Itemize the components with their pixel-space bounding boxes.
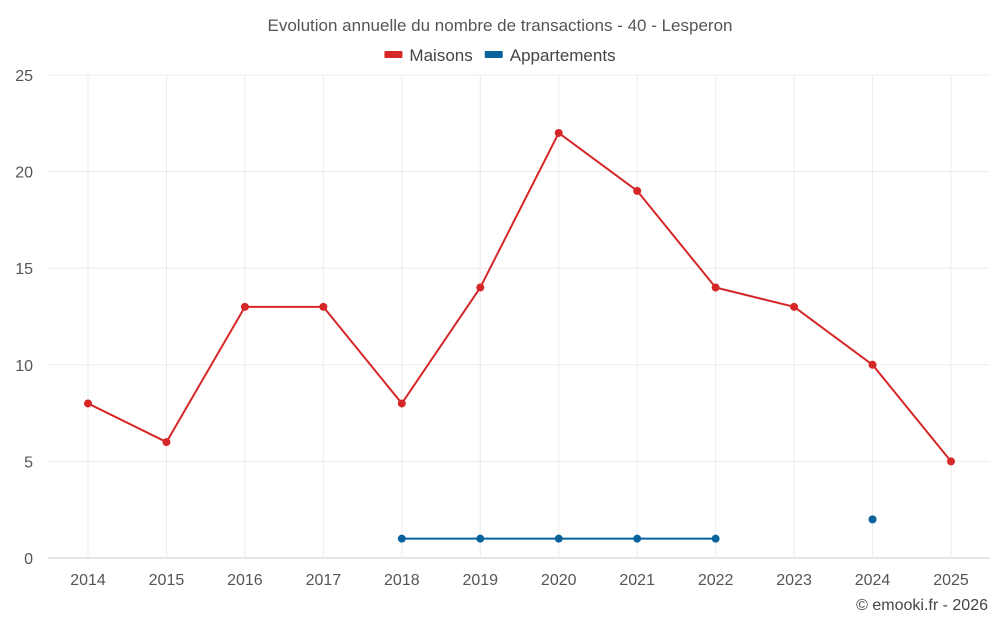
data-point-maisons[interactable]: [319, 302, 328, 311]
x-tick-label: 2015: [149, 572, 185, 589]
y-tick-label: 15: [15, 261, 33, 278]
series-line-maisons: [87, 131, 952, 463]
x-tick-label: 2014: [70, 572, 106, 589]
data-point-maisons[interactable]: [554, 128, 563, 137]
x-tick-label: 2016: [227, 572, 263, 589]
y-tick-label: 5: [24, 454, 33, 471]
data-point-appartements[interactable]: [476, 534, 485, 543]
data-point-maisons[interactable]: [397, 399, 406, 408]
data-point-maisons[interactable]: [240, 302, 249, 311]
x-axis-ticks: 2014 2015 2016 2017 2018 2019 2020 2021 2022 2023…: [70, 572, 969, 589]
legend-label: Appartements: [510, 46, 616, 65]
x-tick-label: 2018: [384, 572, 420, 589]
legend-swatch: [484, 51, 503, 58]
x-tick-label: 2022: [698, 572, 734, 589]
data-point-maisons[interactable]: [790, 302, 799, 311]
y-tick-label: 10: [15, 358, 33, 375]
x-tick-label: 2025: [933, 572, 969, 589]
legend-label: Maisons: [409, 46, 472, 65]
x-tick-label: 2020: [541, 572, 577, 589]
data-point-maisons[interactable]: [162, 438, 171, 447]
data-point-maisons[interactable]: [633, 186, 642, 195]
data-point-appartements[interactable]: [711, 534, 720, 543]
legend-swatch: [384, 51, 403, 58]
data-point-appartements[interactable]: [868, 515, 877, 524]
legend-item-maisons[interactable]: Maisons: [384, 46, 473, 65]
gridlines: [48, 74, 990, 559]
series-layer: [84, 128, 955, 543]
data-point-maisons[interactable]: [84, 399, 92, 408]
data-point-appartements[interactable]: [397, 534, 406, 543]
data-point-maisons[interactable]: [868, 360, 877, 369]
series-maisons: [84, 128, 955, 466]
chart-title: Evolution annuelle du nombre de transact…: [268, 16, 733, 35]
y-tick-label: 0: [24, 551, 33, 568]
y-tick-label: 25: [15, 68, 33, 85]
credit-text: © emooki.fr - 2026: [856, 597, 988, 614]
x-tick-label: 2021: [619, 572, 655, 589]
series-appartements: [397, 515, 877, 543]
data-point-appartements[interactable]: [633, 534, 642, 543]
x-tick-label: 2019: [462, 572, 498, 589]
data-point-maisons[interactable]: [476, 283, 485, 292]
legend[interactable]: Maisons Appartements: [384, 46, 616, 65]
data-point-maisons[interactable]: [711, 283, 720, 292]
x-tick-label: 2024: [855, 572, 891, 589]
data-point-appartements[interactable]: [554, 534, 563, 543]
y-tick-label: 20: [15, 165, 33, 182]
x-tick-label: 2023: [776, 572, 812, 589]
data-point-maisons[interactable]: [947, 457, 955, 466]
legend-item-appartements[interactable]: Appartements: [484, 46, 616, 65]
x-tick-label: 2017: [306, 572, 342, 589]
y-axis-ticks: 0 5 10 15 20 25: [15, 68, 33, 568]
